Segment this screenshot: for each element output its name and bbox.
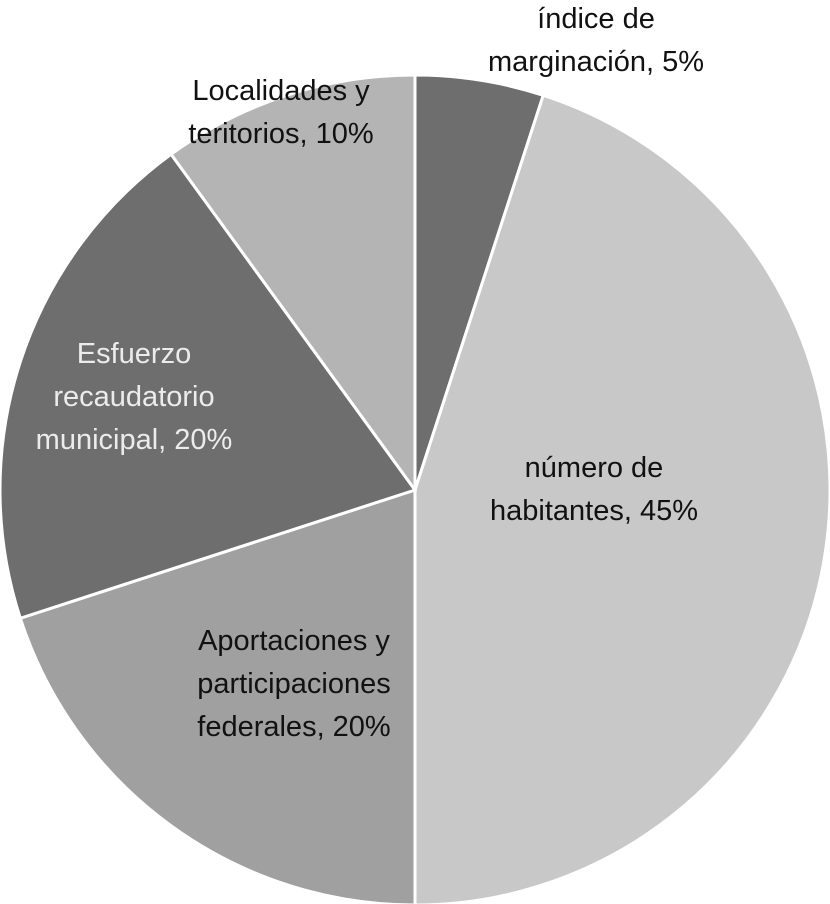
slice-label-line: marginación, 5% [488,46,704,78]
pie-slice-4 [168,73,417,495]
slice-label-line: índice de [537,3,655,35]
slice-label-line: municipal, 20% [36,424,233,456]
slice-label-3: Esfuerzo recaudatorio municipal, 20% [36,338,233,456]
slice-label-line: federales, 20% [197,711,390,743]
slice-label-0: índice de marginación, 5% [488,3,704,78]
pie-slice-3 [0,152,418,621]
slice-label-line: recaudatorio [53,381,214,413]
pie-slice-1 [413,93,830,904]
slice-label-1: número de habitantes, 45% [490,452,698,527]
slice-label-line: teritorios, 10% [188,118,373,150]
pie-slice-2 [18,487,417,904]
slice-label-line: número de [525,452,664,484]
slice-label-line: Localidades y [192,75,370,107]
slice-label-line: participaciones [197,668,390,700]
slice-label-line: Esfuerzo [77,338,191,370]
slice-label-line: Aportaciones y [198,625,390,657]
slice-label-line: habitantes, 45% [490,495,698,527]
slice-label-4: Localidades y teritorios, 10% [188,75,373,150]
slice-label-2: Aportaciones y participaciones federales, … [197,625,390,743]
